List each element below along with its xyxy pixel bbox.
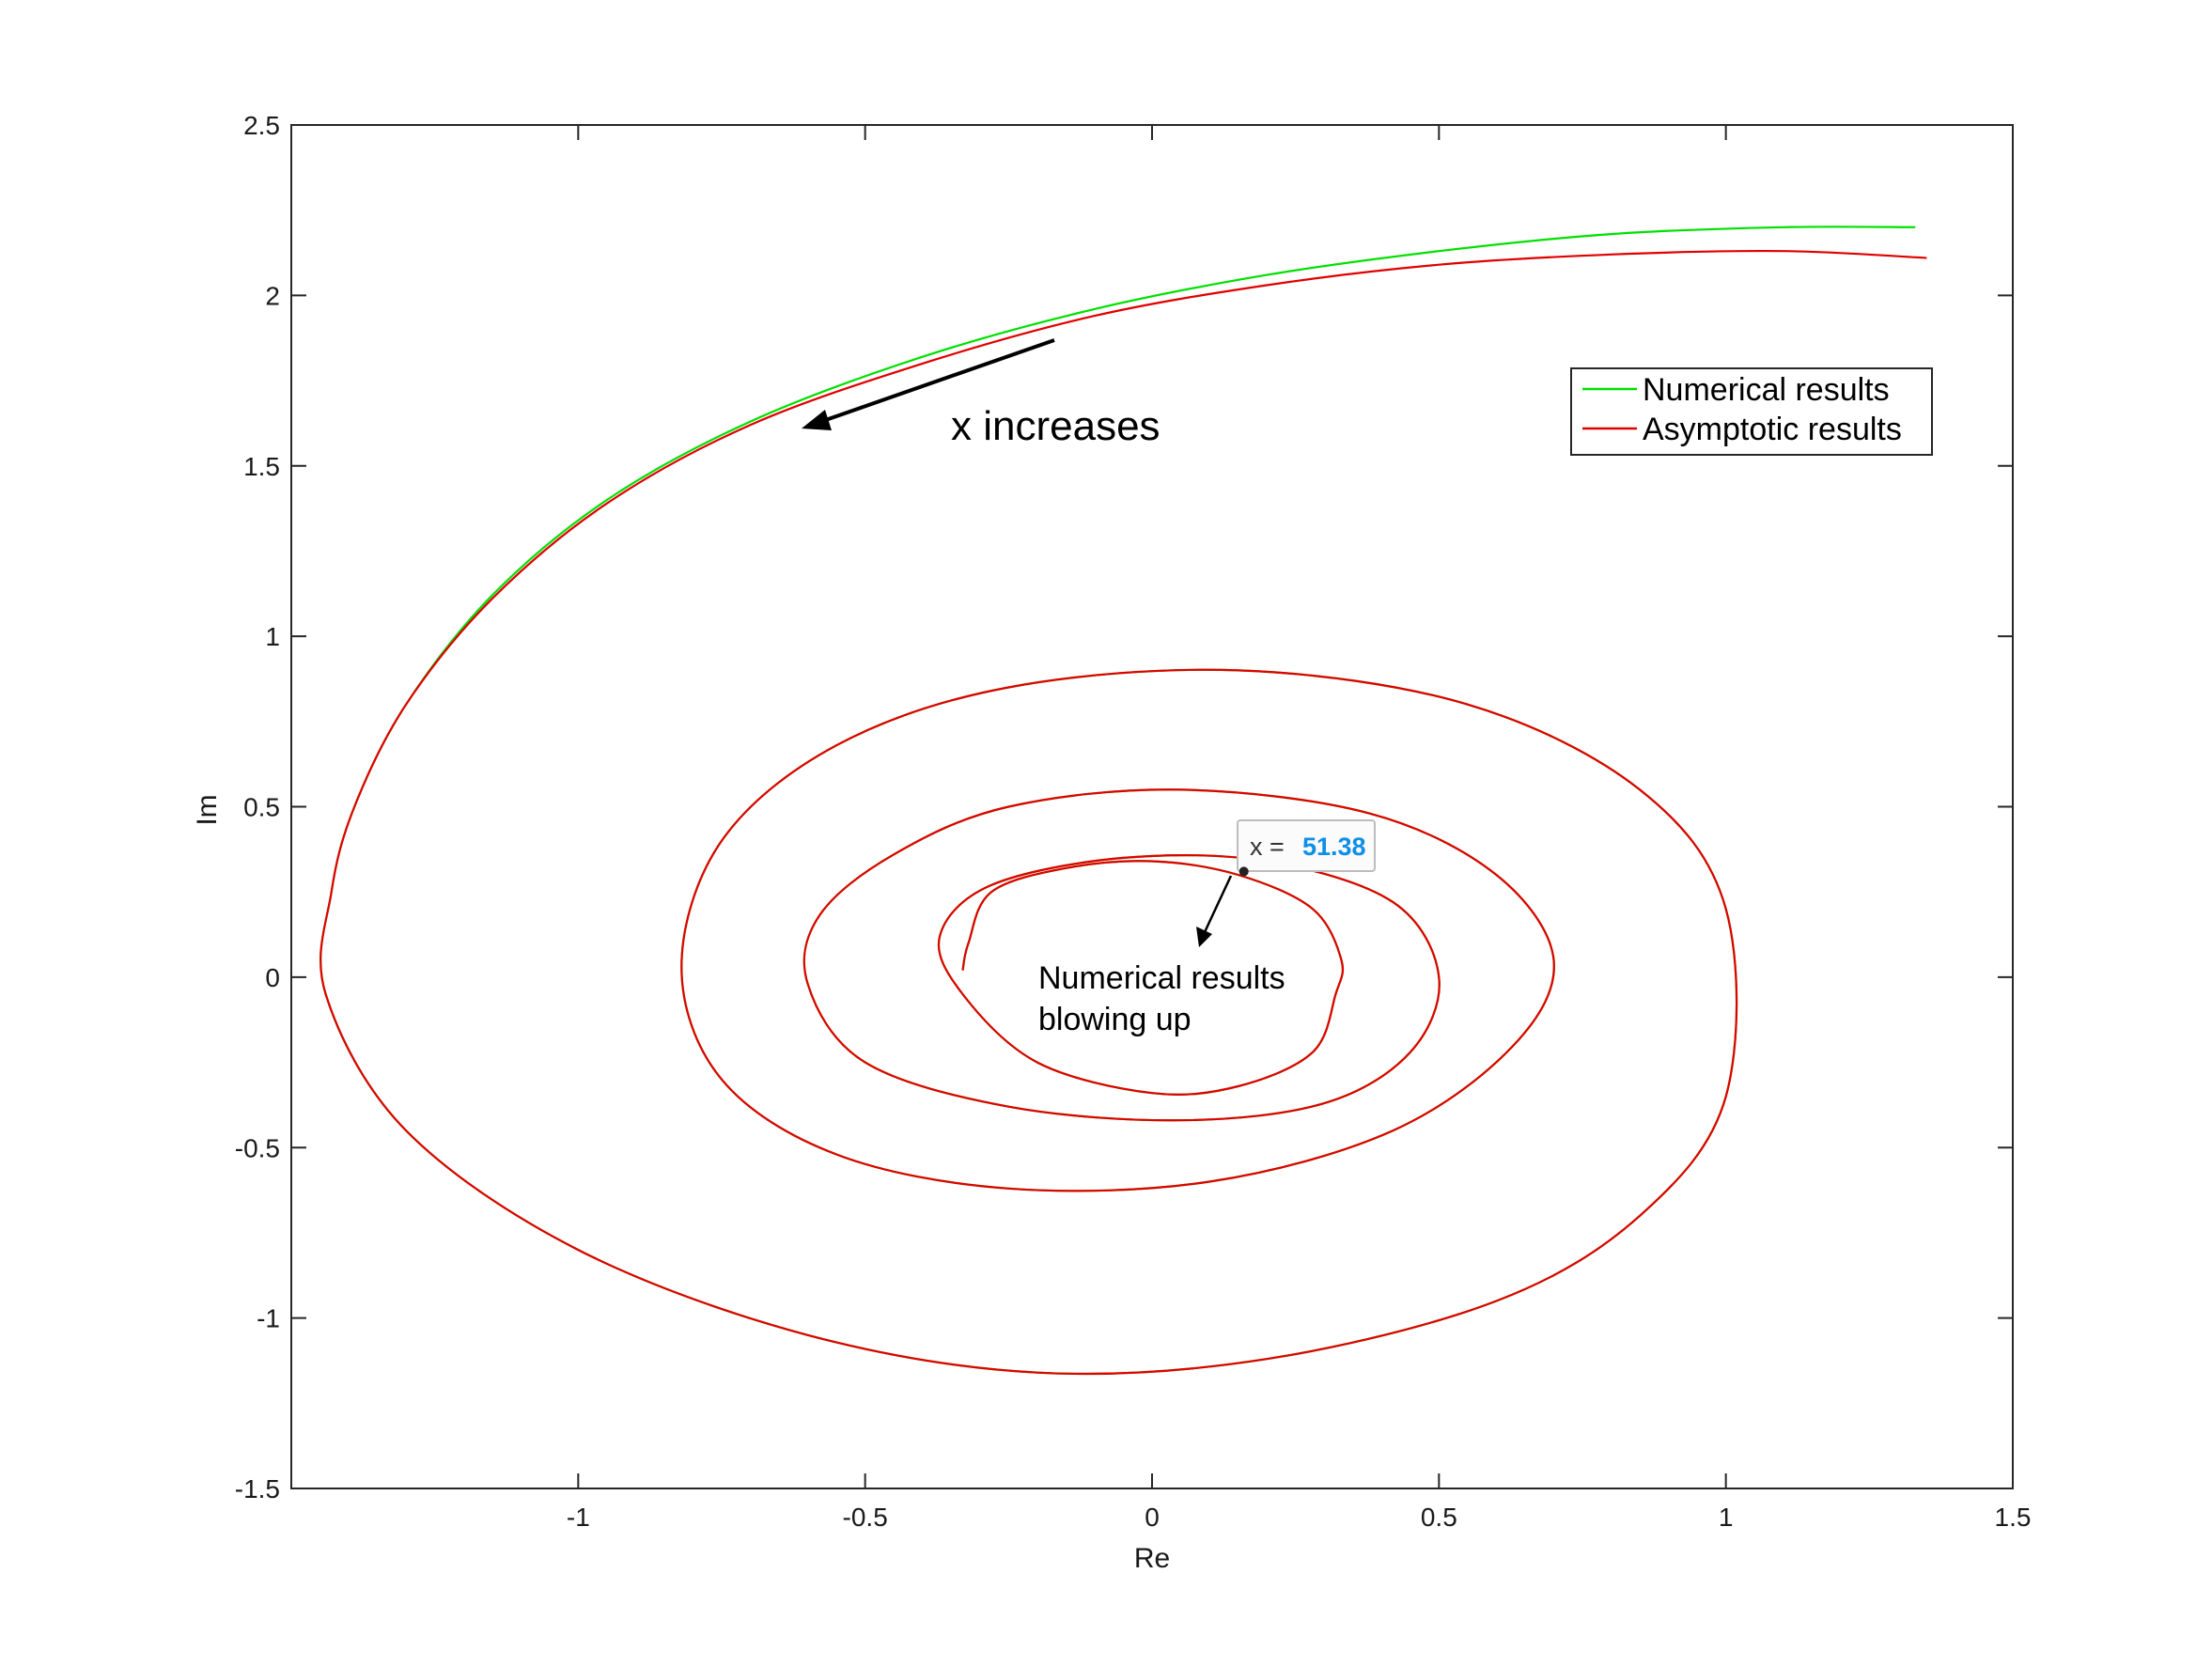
x-tick-label: -0.5 [843, 1503, 888, 1532]
x-tick-label: 1 [1719, 1503, 1734, 1532]
x-tick-label: -1 [567, 1503, 590, 1532]
y-tick-label: -0.5 [235, 1133, 280, 1162]
legend-label-numerical: Numerical results [1643, 372, 1890, 408]
plot-area [291, 125, 2013, 1488]
direction-arrow [802, 338, 1055, 430]
y-tick-label: -1 [257, 1304, 280, 1333]
x-axis-ticks: -1 -0.5 0 0.5 1 1.5 [567, 125, 2032, 1532]
y-axis-title: Im [192, 794, 223, 825]
y-tick-label: 0.5 [243, 793, 280, 822]
series-curves [319, 226, 1927, 1376]
legend-label-asymptotic: Asymptotic results [1643, 412, 1902, 447]
y-tick-label: 1.5 [243, 452, 280, 481]
y-axis-ticks: -1.5 -1 -0.5 0 0.5 1 1.5 2 2.5 [235, 111, 2013, 1503]
legend-box [1570, 367, 1933, 456]
y-tick-label: 1 [265, 622, 280, 651]
blowup-arrow [1196, 875, 1233, 947]
x-tick-label: 0.5 [1421, 1503, 1457, 1532]
data-tip-label: x = [1250, 833, 1285, 861]
y-tick-label: -1.5 [235, 1474, 280, 1503]
y-tick-label: 2 [265, 281, 280, 310]
blowup-annotation-line2: blowing up [1038, 1002, 1192, 1037]
blowup-annotation-line1: Numerical results [1038, 960, 1285, 996]
legend: Numerical results Asymptotic results [1570, 367, 1933, 456]
y-tick-label: 0 [265, 963, 280, 992]
x-tick-label: 1.5 [1995, 1503, 2032, 1532]
y-tick-label: 2.5 [243, 111, 280, 140]
data-tip-marker [1238, 866, 1249, 877]
direction-annotation: x increases [951, 403, 1161, 449]
data-tip[interactable]: x = 51.38 [1237, 819, 1376, 877]
series-line-1 [319, 249, 1927, 1376]
x-axis-title: Re [1134, 1543, 1170, 1574]
data-tip-box [1237, 819, 1376, 872]
x-tick-label: 0 [1145, 1503, 1160, 1532]
data-tip-value: 51.38 [1302, 833, 1366, 861]
